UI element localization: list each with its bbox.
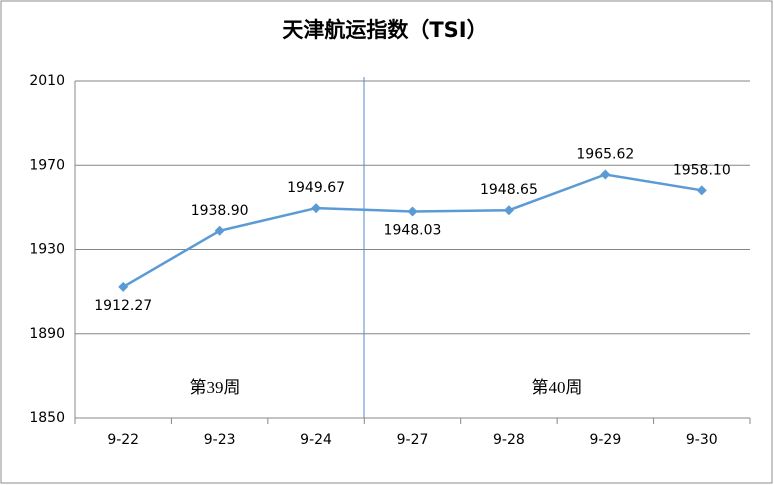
x-tick-label: 9-27 xyxy=(397,432,429,448)
y-tick-label: 1970 xyxy=(29,157,65,173)
marker xyxy=(503,205,514,216)
marker xyxy=(407,206,418,217)
marker xyxy=(311,203,322,214)
marker xyxy=(696,185,707,196)
data-label: 1948.03 xyxy=(384,223,442,239)
x-tick-label: 9-23 xyxy=(204,432,236,448)
data-label: 1949.67 xyxy=(287,180,345,196)
x-tick-label: 9-30 xyxy=(686,432,718,448)
y-tick-label: 2010 xyxy=(29,73,65,89)
x-tick-label: 9-29 xyxy=(589,432,621,448)
x-tick-label: 9-24 xyxy=(300,432,332,448)
chart-title: 天津航运指数（TSI） xyxy=(282,18,487,42)
week-label: 第39周 xyxy=(190,378,241,397)
y-tick-label: 1930 xyxy=(29,242,65,258)
week-label: 第40周 xyxy=(532,378,583,397)
y-tick-label: 1850 xyxy=(29,410,65,426)
marker xyxy=(118,281,129,292)
x-tick-label: 9-28 xyxy=(493,432,525,448)
data-label: 1938.90 xyxy=(191,203,249,219)
data-label: 1948.65 xyxy=(480,182,538,198)
x-tick-label: 9-22 xyxy=(107,432,139,448)
data-label: 1958.10 xyxy=(673,162,731,178)
marker xyxy=(600,169,611,180)
data-label: 1912.27 xyxy=(94,298,152,314)
data-label: 1965.62 xyxy=(576,146,634,162)
marker xyxy=(214,225,225,236)
y-tick-label: 1890 xyxy=(29,326,65,342)
